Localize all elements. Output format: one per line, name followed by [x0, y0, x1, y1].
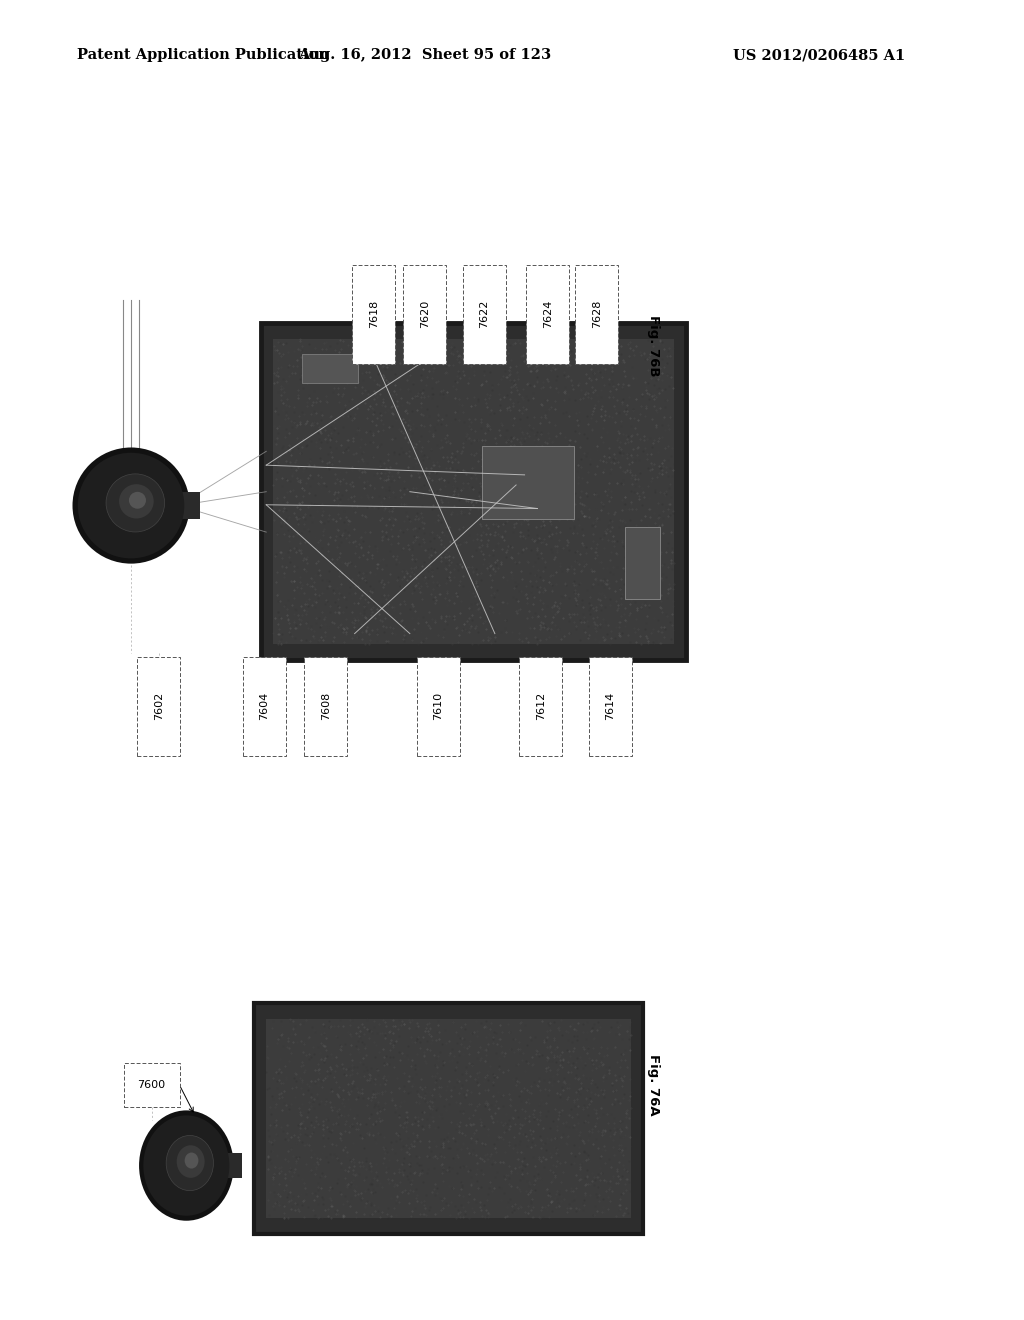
FancyBboxPatch shape [261, 323, 686, 660]
Bar [575, 264, 618, 363]
Text: 7620: 7620 [420, 300, 430, 329]
Bar [526, 264, 569, 363]
Text: 7628: 7628 [592, 300, 602, 329]
Bar [176, 492, 201, 519]
Text: Fig. 76B: Fig. 76B [647, 315, 659, 376]
Text: 7618: 7618 [369, 300, 379, 329]
Text: 7624: 7624 [543, 300, 553, 329]
Bar [403, 264, 446, 363]
Text: Aug. 16, 2012  Sheet 95 of 123: Aug. 16, 2012 Sheet 95 of 123 [298, 49, 552, 62]
Text: 7604: 7604 [259, 692, 269, 721]
Text: US 2012/0206485 A1: US 2012/0206485 A1 [733, 49, 905, 62]
Ellipse shape [143, 1115, 229, 1216]
Bar [304, 656, 347, 755]
Bar [482, 446, 574, 519]
Ellipse shape [73, 447, 189, 564]
Text: Patent Application Publication: Patent Application Publication [77, 49, 329, 62]
Text: 7608: 7608 [321, 692, 331, 721]
Bar [417, 656, 460, 755]
Text: Fig. 76A: Fig. 76A [647, 1055, 659, 1115]
Bar [302, 354, 358, 383]
Bar [625, 527, 660, 599]
Ellipse shape [166, 1135, 213, 1191]
Ellipse shape [129, 492, 146, 508]
Bar [223, 1154, 243, 1177]
Text: 7614: 7614 [605, 692, 615, 721]
Bar [266, 1019, 631, 1218]
Text: 7622: 7622 [479, 300, 489, 329]
Ellipse shape [139, 1110, 233, 1221]
Text: 7602: 7602 [154, 692, 164, 721]
Bar [137, 656, 180, 755]
Ellipse shape [119, 484, 154, 519]
Text: 7600: 7600 [137, 1080, 166, 1090]
Bar [463, 264, 506, 363]
Ellipse shape [106, 474, 165, 532]
Bar [352, 264, 395, 363]
Bar [124, 1063, 179, 1107]
FancyBboxPatch shape [254, 1003, 643, 1234]
Bar [273, 339, 674, 644]
Bar [519, 656, 562, 755]
Bar [589, 656, 632, 755]
Ellipse shape [177, 1146, 205, 1177]
Text: 7612: 7612 [536, 692, 546, 721]
Text: 7610: 7610 [433, 692, 443, 721]
Bar [243, 656, 286, 755]
Ellipse shape [184, 1152, 199, 1168]
Ellipse shape [78, 453, 184, 558]
